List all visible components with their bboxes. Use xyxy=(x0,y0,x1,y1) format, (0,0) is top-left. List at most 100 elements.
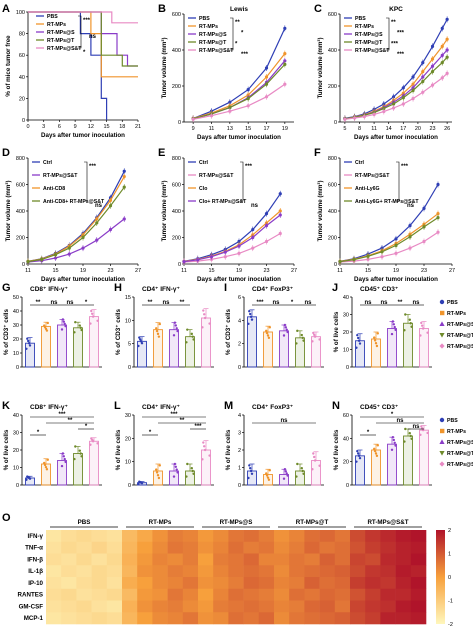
heatmap-cell xyxy=(274,588,290,601)
data-point xyxy=(394,444,397,447)
data-point xyxy=(411,82,415,86)
y-tick-label: 400 xyxy=(172,48,181,54)
y-tick-label: 2 xyxy=(238,342,241,348)
data-point xyxy=(301,469,304,473)
data-point xyxy=(26,337,29,340)
heatmap-cell xyxy=(319,577,336,590)
heatmap-cell xyxy=(380,553,396,566)
data-point xyxy=(376,332,379,335)
heatmap-cell xyxy=(258,588,275,601)
data-point xyxy=(401,86,405,90)
heatmap-cell xyxy=(46,600,62,613)
panel-title: CD45⁺ CD3⁺ xyxy=(360,404,398,411)
panel-label-L: L xyxy=(114,400,121,412)
x-tick-label: 27 xyxy=(291,268,297,274)
data-point xyxy=(421,70,425,74)
x-tick-label: 20 xyxy=(415,126,421,132)
data-point xyxy=(201,326,204,329)
panel-label-C: C xyxy=(314,3,322,15)
data-point xyxy=(376,444,379,447)
sig-mark: * xyxy=(391,412,394,418)
x-tick-label: 15 xyxy=(245,126,251,132)
heatmap-cell xyxy=(395,588,412,601)
data-point xyxy=(175,468,178,471)
sig-bracket xyxy=(78,15,82,49)
y-tick-label: 0 xyxy=(346,365,349,371)
data-point xyxy=(208,454,211,457)
data-point xyxy=(74,445,77,448)
panel-label-O: O xyxy=(2,512,11,524)
data-point xyxy=(95,221,99,225)
y-tick-label: 10 xyxy=(125,460,131,466)
data-point xyxy=(265,329,268,333)
y-tick-label: 0 xyxy=(16,365,19,371)
data-point xyxy=(355,460,358,463)
bar xyxy=(153,329,163,368)
data-point xyxy=(420,425,423,428)
y-tick-label: 0 xyxy=(334,120,337,126)
data-point xyxy=(174,465,177,468)
data-point xyxy=(251,227,255,232)
data-point xyxy=(45,329,49,332)
data-point xyxy=(203,448,207,452)
legend-entry: RT-MPs@S&T xyxy=(43,173,78,179)
data-point xyxy=(139,338,142,341)
sig-mark: * xyxy=(291,300,294,306)
data-point xyxy=(249,467,252,470)
heatmap-cell xyxy=(46,565,62,578)
legend-swatch xyxy=(439,417,445,423)
data-point xyxy=(267,478,271,481)
sig-bracket xyxy=(396,161,400,202)
heatmap-cell xyxy=(289,612,305,625)
legend-entry: PBS xyxy=(47,14,58,20)
heatmap-cell xyxy=(213,612,229,625)
heatmap-group-label: RT-MPs@T xyxy=(296,519,329,526)
heatmap-cell xyxy=(365,553,381,566)
data-point xyxy=(313,455,316,459)
data-point xyxy=(61,318,65,321)
data-point xyxy=(249,469,253,473)
heatmap-cell xyxy=(304,612,320,625)
x-axis-label: Days after tumor inoculation xyxy=(354,134,438,141)
data-point xyxy=(391,102,396,106)
heatmap-cell xyxy=(289,541,305,554)
x-axis-label: Days after tumor inoculation xyxy=(197,276,281,283)
heatmap-cell xyxy=(152,565,168,578)
heatmap-cell xyxy=(350,577,366,590)
x-axis-label: Days after tumor inoculation xyxy=(41,132,125,139)
y-tick-label: 600 xyxy=(328,183,337,189)
sig-mark: *** xyxy=(170,412,178,418)
y-tick-label: 600 xyxy=(16,183,25,189)
y-tick-label: 30 xyxy=(343,313,349,319)
heatmap-cell xyxy=(258,577,275,590)
data-point xyxy=(108,204,113,208)
heatmap-cell xyxy=(106,600,123,613)
x-axis-label: Days after tumor inoculation xyxy=(197,134,281,141)
sig-mark: * xyxy=(83,50,86,56)
data-point xyxy=(440,44,444,49)
panel-M: M CD4⁺ FoxP3⁺ 0 1 2 3 4 % of live cells ns xyxy=(224,400,324,489)
data-point xyxy=(311,340,314,343)
sig-mark: ** xyxy=(235,20,240,26)
data-point xyxy=(137,344,140,348)
data-point xyxy=(352,258,356,262)
data-point xyxy=(268,326,271,329)
data-point xyxy=(158,322,161,326)
data-point xyxy=(209,114,214,118)
data-point xyxy=(95,238,99,242)
data-point xyxy=(43,461,46,465)
x-tick-label: 17 xyxy=(400,126,406,132)
bar xyxy=(403,435,413,486)
y-tick-label: 800 xyxy=(328,156,337,162)
panel-label-A: A xyxy=(2,3,10,15)
sig-mark: ** xyxy=(148,300,153,306)
data-point xyxy=(375,454,379,458)
heatmap-cell xyxy=(106,577,123,590)
data-point xyxy=(251,246,255,250)
x-tick-label: 9 xyxy=(192,126,195,132)
heatmap-cell xyxy=(304,577,320,590)
y-tick-label: 200 xyxy=(172,84,181,90)
data-point xyxy=(62,320,65,323)
heatmap-cell xyxy=(182,541,199,554)
